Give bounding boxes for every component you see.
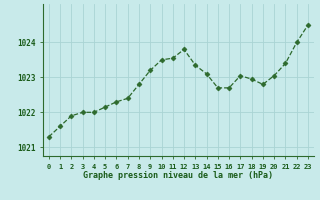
X-axis label: Graphe pression niveau de la mer (hPa): Graphe pression niveau de la mer (hPa) [84, 171, 273, 180]
